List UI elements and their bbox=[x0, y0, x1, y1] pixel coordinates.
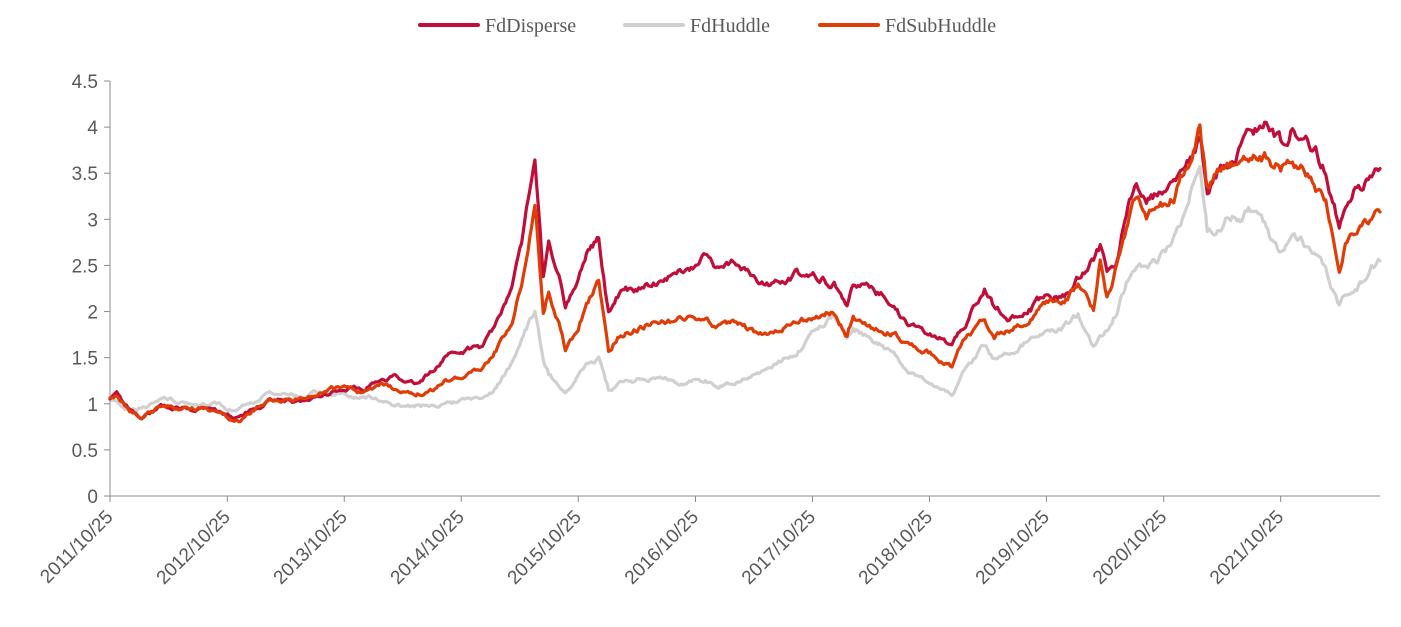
legend-label-fddisperse: FdDisperse bbox=[485, 15, 576, 37]
y-tick-label: 4.5 bbox=[72, 72, 98, 93]
y-tick-label: 3.5 bbox=[72, 164, 98, 185]
y-tick-label: 0 bbox=[87, 487, 98, 508]
legend-label-fdsubhuddle: FdSubHuddle bbox=[885, 15, 996, 37]
x-tick-label: 2015/10/25 bbox=[504, 507, 586, 589]
y-tick-label: 0.5 bbox=[72, 441, 98, 462]
y-tick-label: 2.5 bbox=[72, 256, 98, 277]
legend: FdDisperse FdHuddle FdSubHuddle bbox=[418, 15, 996, 37]
x-tick-label: 2013/10/25 bbox=[270, 507, 352, 589]
y-tick-label: 1 bbox=[87, 395, 98, 416]
x-tick-label: 2021/10/25 bbox=[1206, 507, 1288, 589]
x-tick-label: 2020/10/25 bbox=[1089, 507, 1171, 589]
x-tick-label: 2019/10/25 bbox=[972, 507, 1054, 589]
x-tick-label: 2017/10/25 bbox=[738, 507, 820, 589]
x-tick-label: 2011/10/25 bbox=[36, 507, 117, 588]
x-tick-label: 2018/10/25 bbox=[855, 507, 937, 589]
x-tick-label: 2014/10/25 bbox=[387, 507, 469, 589]
x-tick-label: 2012/10/25 bbox=[153, 507, 235, 589]
y-tick-label: 2 bbox=[87, 303, 98, 324]
series-line-fdhuddle bbox=[108, 164, 1382, 413]
series-line-fdsubhuddle bbox=[108, 123, 1382, 424]
series-line-fddisperse bbox=[108, 120, 1382, 421]
y-tick-label: 3 bbox=[87, 210, 98, 231]
y-tick-label: 4 bbox=[87, 118, 98, 139]
y-tick-label: 1.5 bbox=[72, 349, 98, 370]
series-layer bbox=[108, 120, 1382, 424]
legend-label-fdhuddle: FdHuddle bbox=[690, 15, 770, 37]
x-tick-label: 2016/10/25 bbox=[621, 507, 703, 589]
axes: 0 0.5 1 1.5 2 2.5 3 3.5 4 4.5 2011/10/25 2012/10/25… bbox=[36, 72, 1380, 589]
